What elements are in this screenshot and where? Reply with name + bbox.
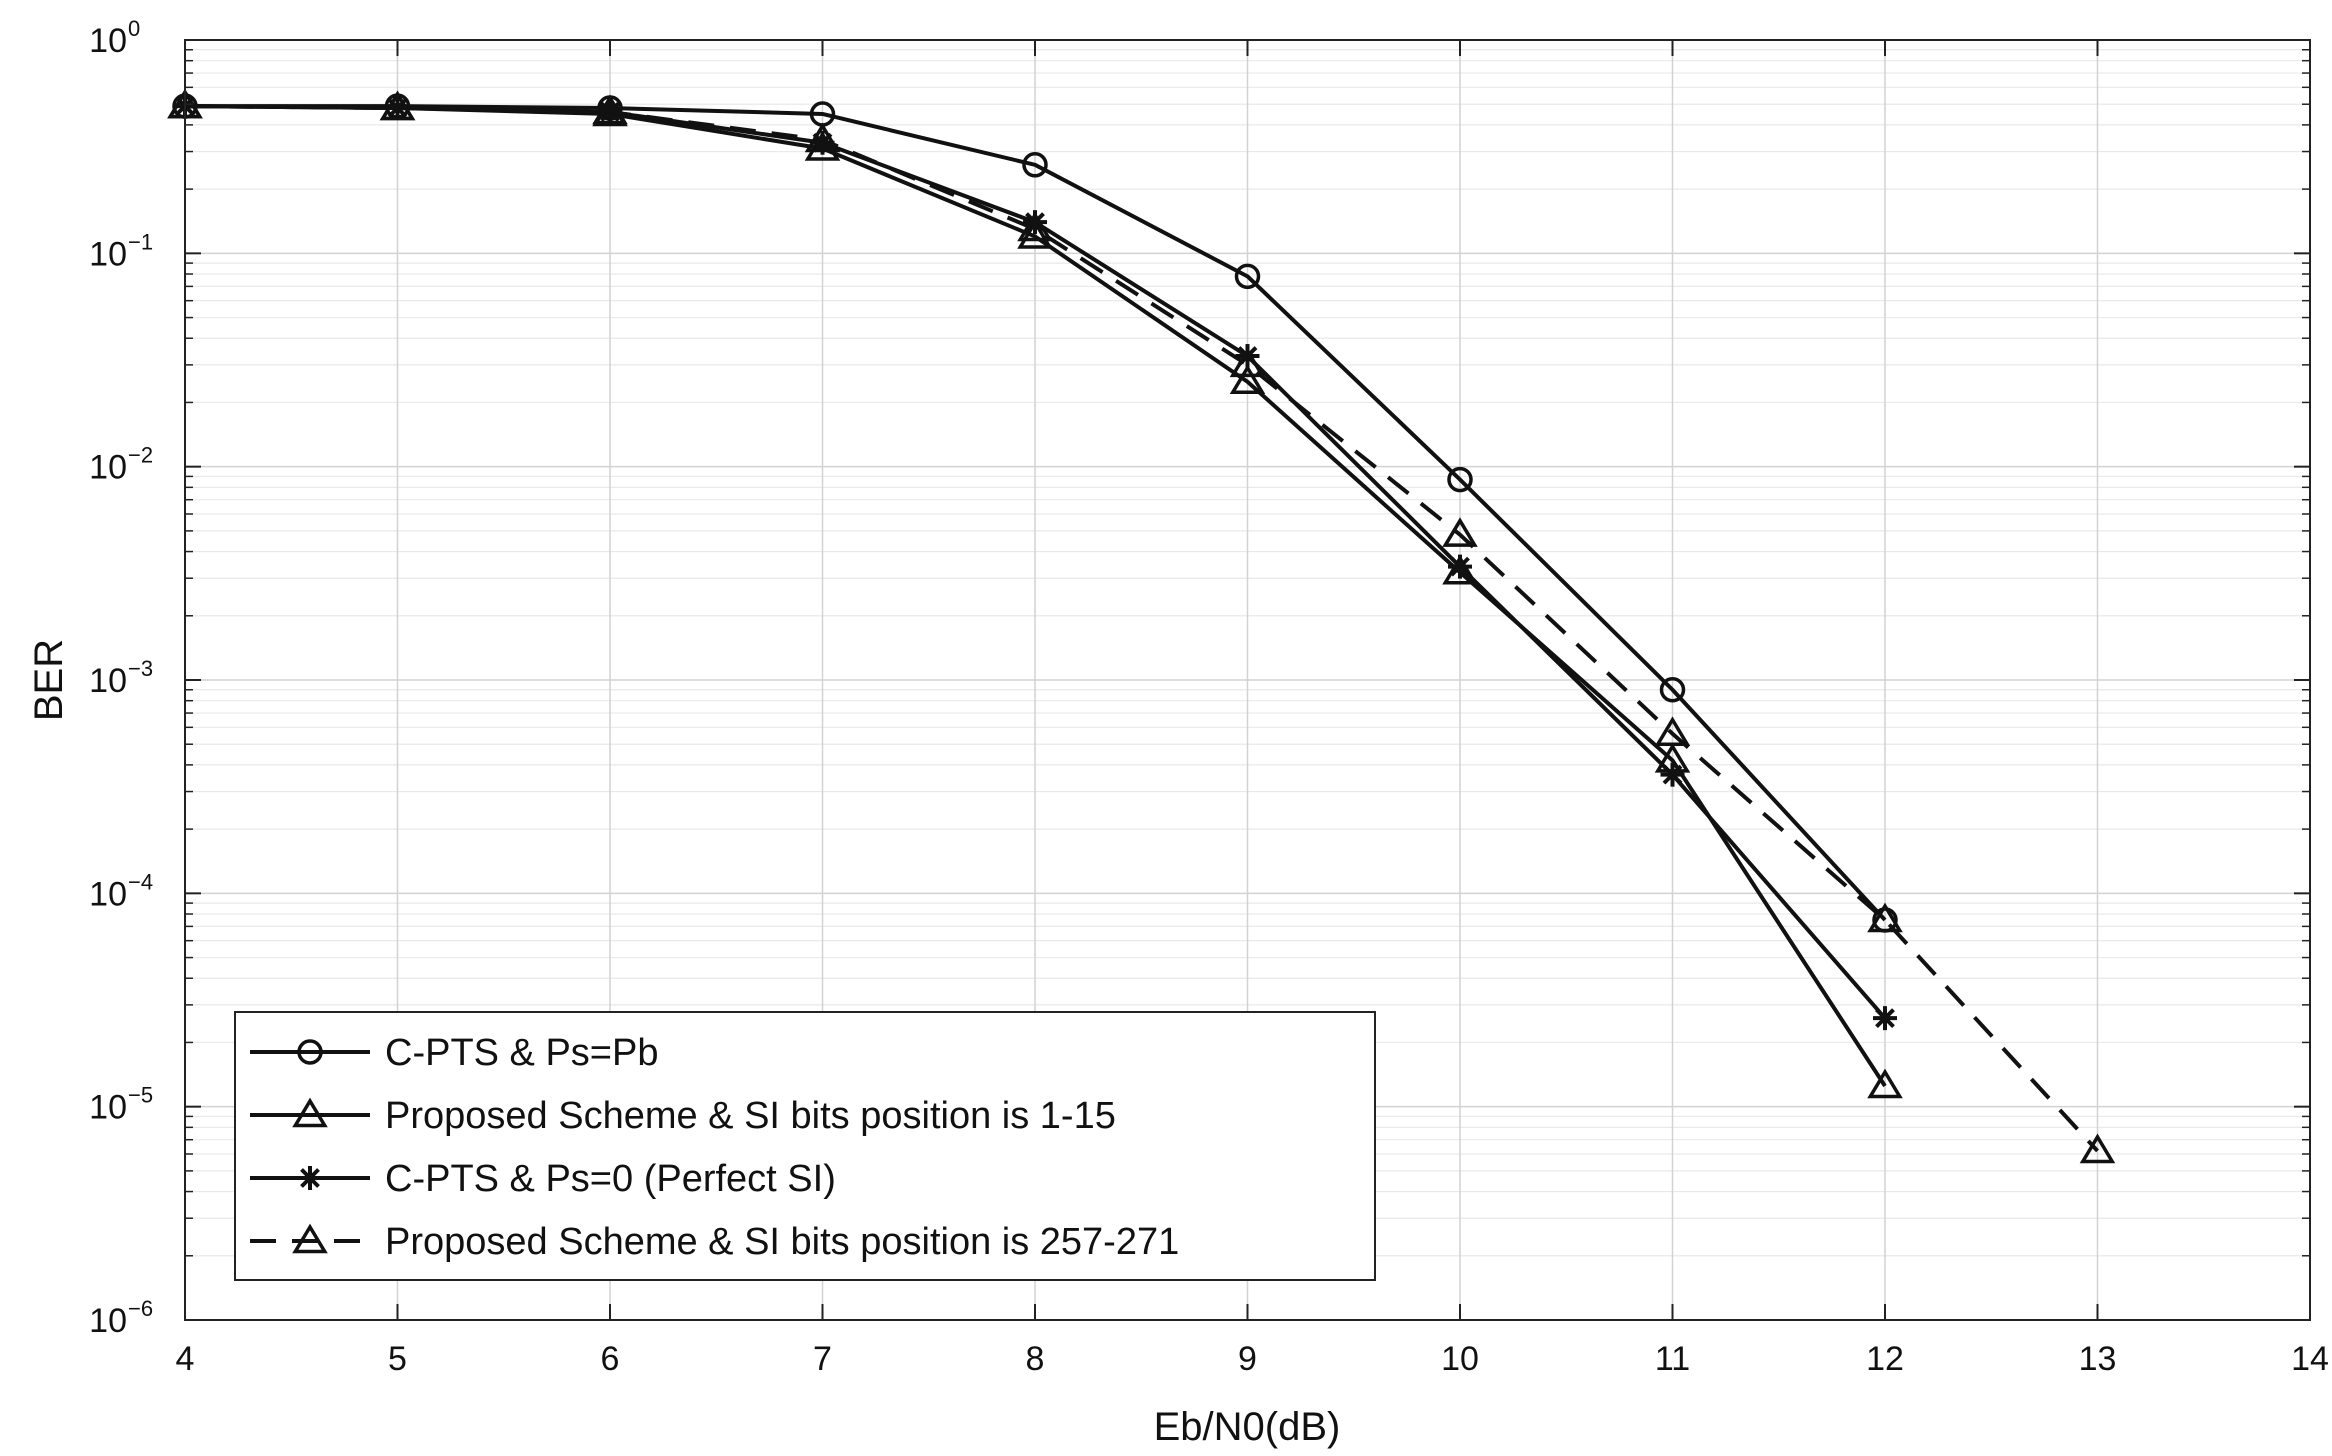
legend-label: C-PTS & Ps=0 (Perfect SI): [385, 1158, 836, 1200]
legend-label: Proposed Scheme & SI bits position is 1-…: [385, 1095, 1116, 1137]
y-tick-base: 10: [89, 662, 127, 700]
legend-marker: [297, 1039, 323, 1065]
series-3: [173, 94, 1897, 1031]
y-tick-label: 10 −2: [89, 443, 153, 487]
data-point-triangle: [1229, 347, 1266, 378]
y-axis-label: BER: [27, 639, 71, 721]
legend-entry: Proposed Scheme & SI bits position is 25…: [250, 1221, 1179, 1263]
data-point-triangle: [2079, 1133, 2116, 1164]
data-point-triangle: [1867, 1068, 1903, 1099]
series-line: [184, 104, 2099, 1153]
data-point-circle: [1022, 152, 1048, 178]
y-tick-base: 10: [89, 1089, 127, 1127]
y-tick-label: 10 −6: [89, 1296, 153, 1340]
data-point-triangle: [1442, 554, 1478, 585]
y-tick-exponent: −5: [128, 1083, 153, 1108]
x-tick-label: 9: [1238, 1340, 1257, 1378]
data-point-triangle: [592, 94, 628, 125]
star-stroke: [300, 1168, 320, 1188]
legend-label: Proposed Scheme & SI bits position is 25…: [385, 1221, 1179, 1263]
data-point-star: [1660, 762, 1685, 787]
legend-entry: C-PTS & Ps=Pb: [250, 1032, 658, 1074]
legend-entry: Proposed Scheme & SI bits position is 1-…: [250, 1095, 1116, 1137]
x-tick-labels: 4 5 6 7 8 9 10 11 12 13 14: [176, 1340, 2329, 1378]
data-point-triangle: [1017, 219, 1053, 249]
legend-marker: [292, 1223, 328, 1254]
data-point-triangle: [379, 90, 416, 121]
y-tick-label: 10 −1: [89, 229, 153, 273]
data-point-star: [1448, 554, 1472, 579]
x-axis-label: Eb/N0(dB): [1154, 1405, 1341, 1449]
y-tick-exponent: −2: [128, 443, 153, 468]
y-tick-base: 10: [89, 1302, 127, 1340]
y-tick-label: 10 −4: [89, 869, 153, 913]
data-point-triangle: [804, 122, 841, 153]
legend-marker: [292, 1097, 328, 1128]
y-tick-exponent: −4: [128, 869, 153, 894]
x-tick-label: 7: [813, 1340, 832, 1378]
star-stroke: [1662, 764, 1683, 785]
y-tick-label: 10 −5: [89, 1083, 153, 1127]
y-tick-exponent: −1: [128, 229, 153, 254]
data-point-circle: [1234, 263, 1261, 290]
data-point-triangle: [1017, 211, 1053, 242]
x-tick-label: 4: [176, 1340, 195, 1378]
series-layer: [167, 88, 2116, 1164]
y-tick-label: 10 0: [89, 16, 140, 60]
data-point-circle: [1447, 466, 1473, 493]
x-tick-label: 10: [1441, 1340, 1479, 1378]
data-point-star: [1873, 1006, 1897, 1031]
y-tick-base: 10: [89, 22, 127, 60]
data-point-triangle: [1867, 902, 1903, 933]
legend-entries: C-PTS & Ps=Pb Proposed Scheme & SI bits p…: [250, 1032, 1179, 1263]
star-stroke: [1875, 1008, 1895, 1029]
x-tick-label: 6: [601, 1340, 620, 1378]
y-tick-exponent: −6: [128, 1296, 153, 1321]
data-point-triangle: [1654, 716, 1691, 746]
y-tick-base: 10: [89, 875, 127, 913]
data-point-triangle: [1442, 517, 1478, 547]
y-tick-base: 10: [89, 449, 127, 487]
y-tick-exponent: −3: [128, 656, 153, 681]
series-4: [167, 88, 2116, 1164]
star-stroke: [1450, 556, 1470, 577]
x-tick-label: 11: [1655, 1340, 1690, 1378]
y-tick-base: 10: [89, 235, 127, 273]
legend-box: [234, 1011, 1376, 1281]
series-line: [185, 104, 1887, 922]
y-tick-exponent: 0: [128, 16, 140, 41]
x-tick-label: 14: [2291, 1340, 2329, 1378]
axis-ticks: [184, 39, 2311, 1321]
data-point-triangle: [1229, 364, 1266, 395]
legend: C-PTS & Ps=Pb Proposed Scheme & SI bits p…: [234, 1011, 1376, 1281]
data-point-circle: [1659, 677, 1686, 703]
legend-label: C-PTS & Ps=Pb: [385, 1032, 658, 1074]
x-tick-label: 5: [388, 1340, 407, 1378]
y-tick-label: 10 −3: [89, 656, 153, 700]
legend-entry: C-PTS & Ps=0 (Perfect SI): [250, 1158, 836, 1200]
x-tick-label: 13: [2079, 1340, 2117, 1378]
legend-marker: [298, 1166, 322, 1190]
x-tick-label: 12: [1866, 1340, 1904, 1378]
x-tick-label: 8: [1026, 1340, 1045, 1378]
